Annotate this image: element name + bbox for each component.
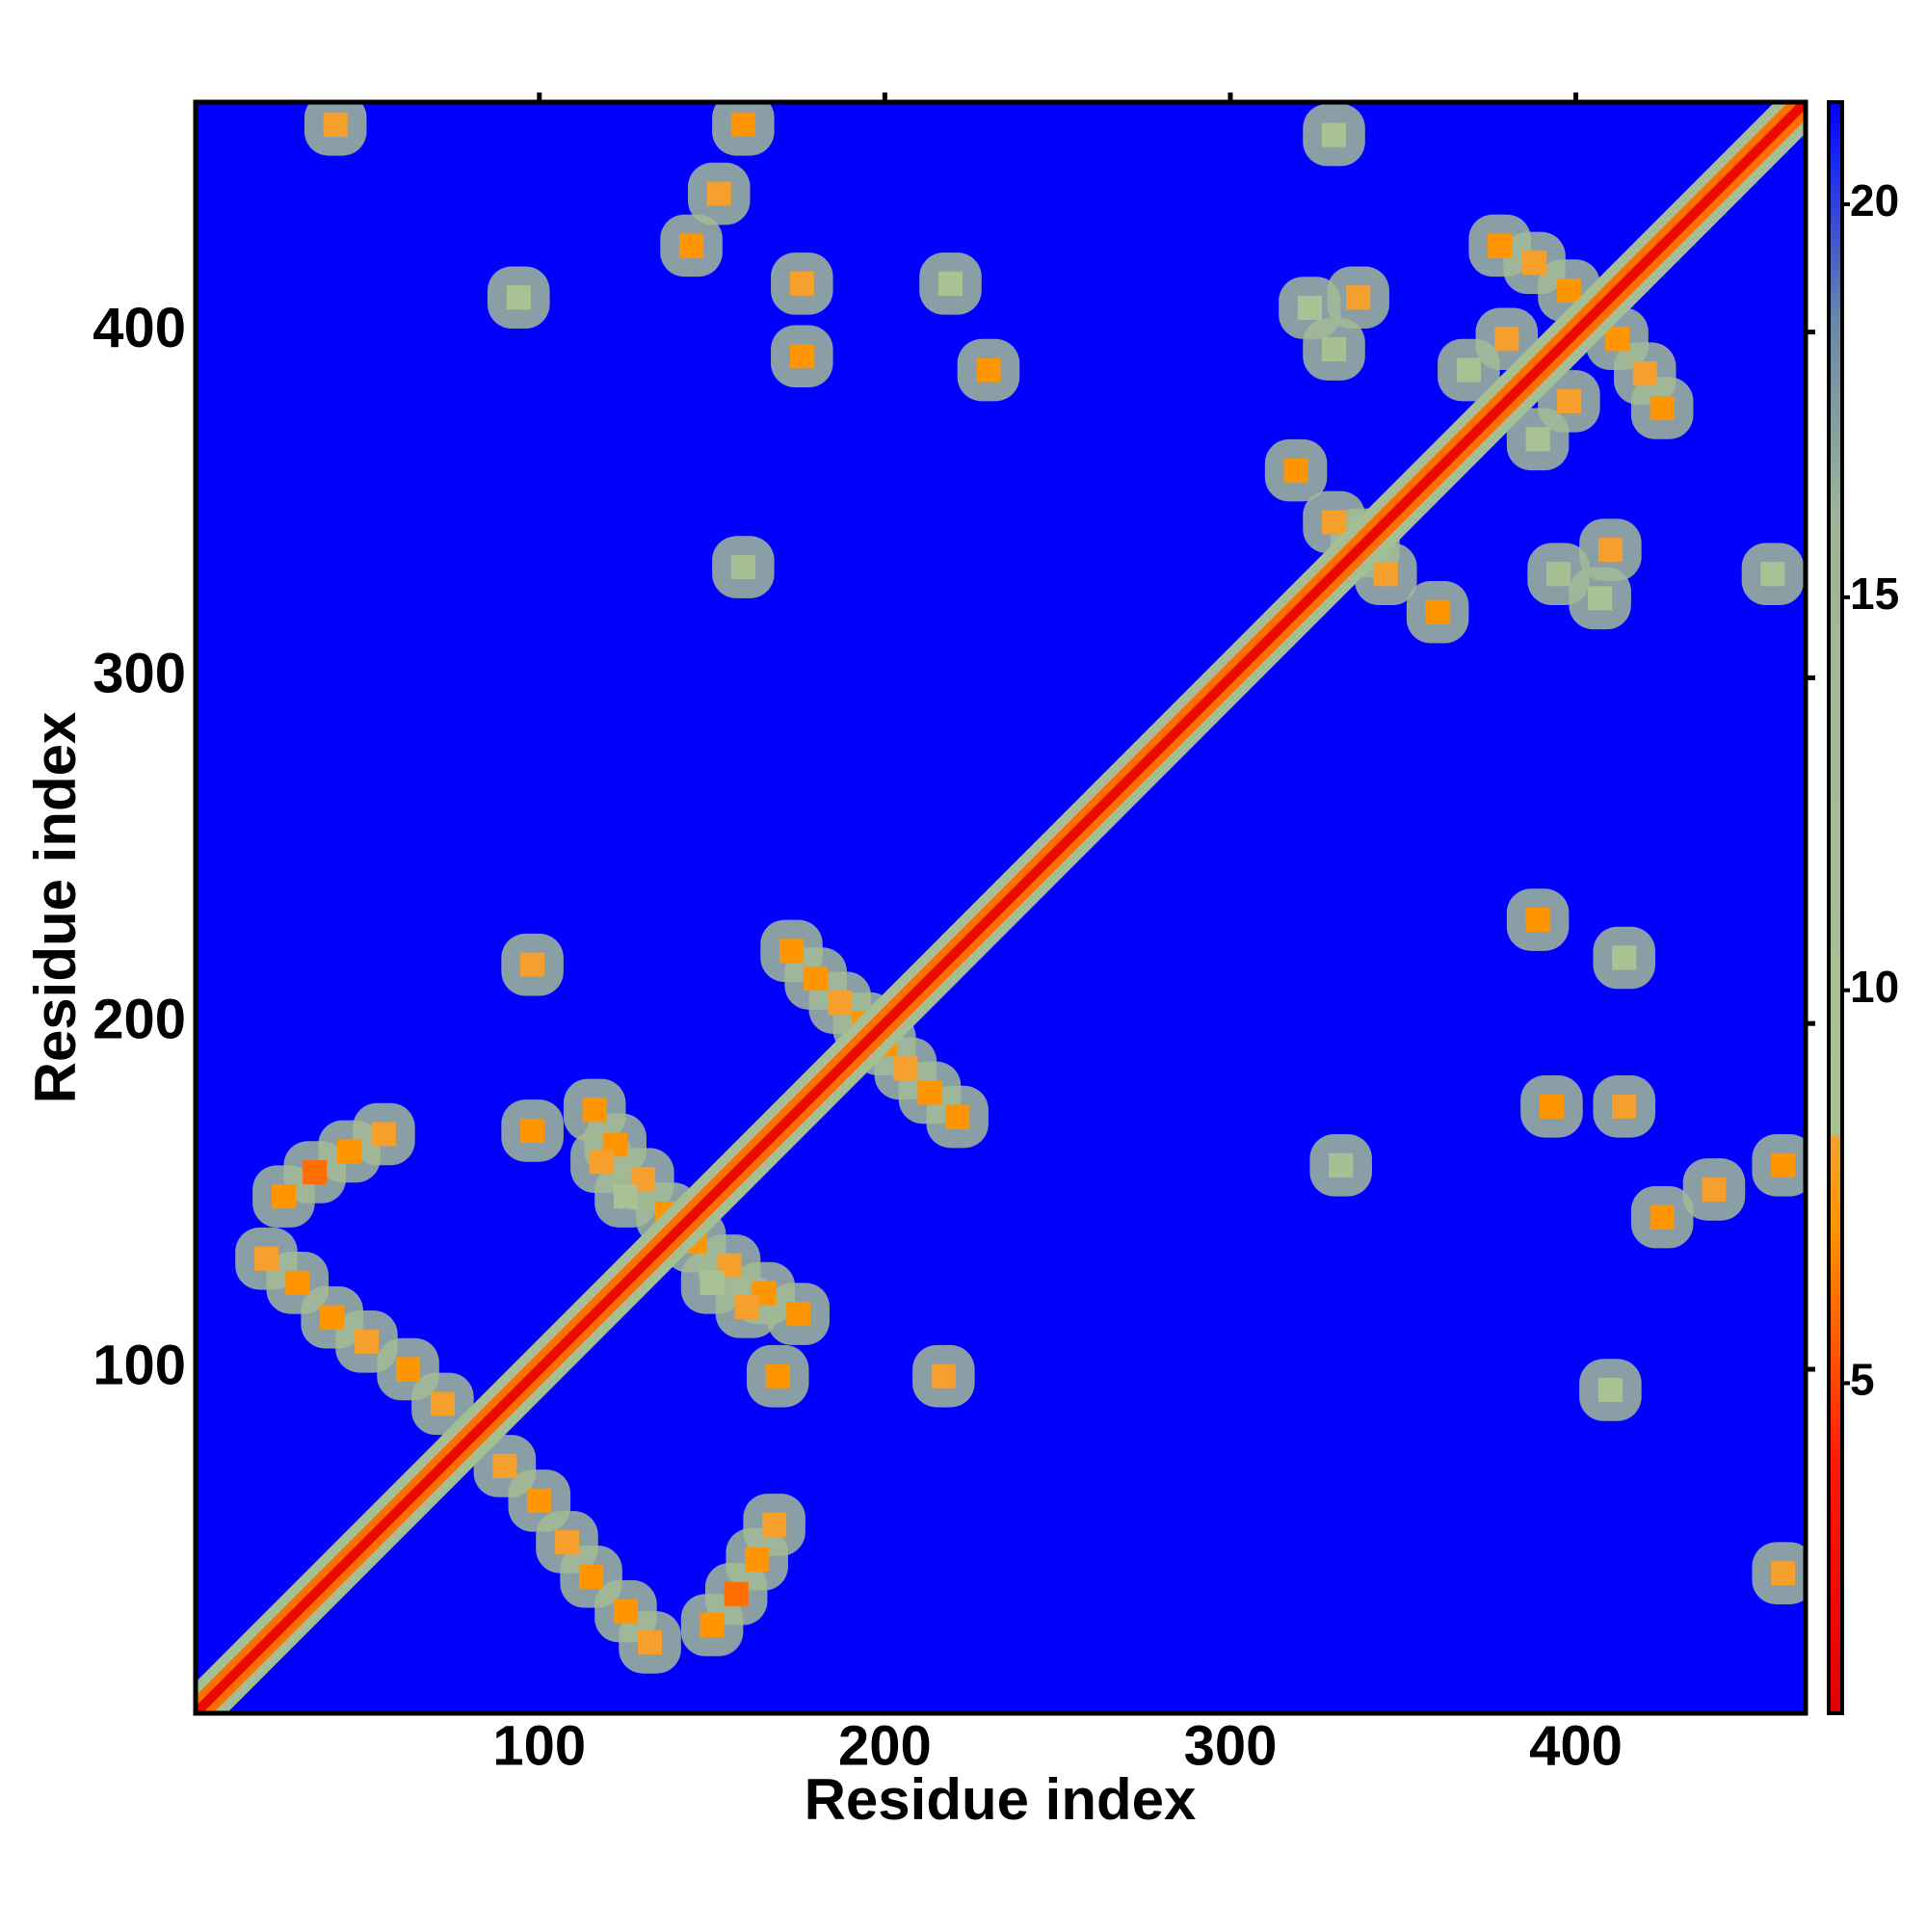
contact-cell (354, 1329, 380, 1354)
contact-cell (1425, 599, 1450, 624)
contact-cell (1539, 1094, 1564, 1119)
contact-cell (492, 1453, 517, 1479)
contact-cell (804, 966, 829, 992)
contact-cell (1650, 395, 1675, 421)
contact-cell (765, 1363, 790, 1389)
contact-cell (1494, 327, 1519, 352)
contact-cell (1650, 1204, 1675, 1230)
contact-cell (1771, 1561, 1796, 1586)
contact-cell (520, 952, 545, 977)
contact-cell (931, 1363, 956, 1389)
contact-cell (589, 1150, 614, 1175)
contact-cell (554, 1529, 580, 1554)
contact-cell (679, 233, 704, 258)
contact-cell (1546, 562, 1571, 587)
contact-cell (520, 1118, 545, 1143)
contact-cell (976, 357, 1001, 383)
diagonal-band (196, 102, 1806, 1713)
contact-cell (700, 1612, 725, 1638)
contact-cell (1612, 945, 1637, 970)
contact-cell (253, 1246, 279, 1271)
contact-cell (371, 1122, 396, 1147)
contact-cell (1597, 538, 1623, 563)
contact-cell (1525, 427, 1550, 452)
contact-cell (1329, 1152, 1354, 1178)
contact-cell (1297, 295, 1322, 321)
contact-cell (945, 1104, 970, 1129)
contact-cell (789, 344, 814, 369)
contact-cell (1456, 357, 1481, 383)
contact-cell (285, 1270, 310, 1295)
contact-cell (430, 1391, 455, 1416)
contact-cell (700, 1270, 725, 1295)
contact-cell (613, 1599, 638, 1624)
contact-cell (395, 1357, 421, 1382)
contact-cell (1283, 458, 1308, 483)
contact-cell (745, 1547, 770, 1572)
x-axis-title: Residue index (805, 1767, 1197, 1832)
heatmap (196, 102, 1806, 1713)
contact-cell (1521, 251, 1547, 276)
contact-cell (724, 1581, 749, 1606)
x-tick-label: 100 (492, 1714, 586, 1777)
y-tick-label: 200 (92, 989, 186, 1051)
contact-cell (762, 1512, 787, 1538)
colorbar-tick-label: 10 (1850, 962, 1899, 1012)
y-tick-label: 300 (92, 643, 186, 705)
contact-cell (1632, 361, 1657, 386)
colorbar-tick-label: 5 (1850, 1355, 1875, 1405)
contact-cell (1612, 1094, 1637, 1119)
contact-cell (1702, 1177, 1727, 1202)
contact-cell (1488, 233, 1513, 258)
y-tick-label: 400 (92, 297, 186, 359)
x-tick-label: 200 (838, 1714, 932, 1777)
contact-cell (786, 1302, 811, 1327)
x-tick-label: 400 (1529, 1714, 1623, 1777)
contact-cell (789, 271, 814, 296)
contact-cell (303, 1159, 328, 1185)
contact-cell (779, 939, 805, 964)
x-tick-label: 300 (1184, 1714, 1278, 1777)
contact-cell (337, 1139, 362, 1164)
contact-cell (637, 1629, 663, 1654)
contact-cell (1321, 510, 1347, 535)
contact-cell (323, 112, 348, 137)
contact-cell (613, 1184, 638, 1209)
contact-cell (828, 991, 853, 1016)
contact-cell (1346, 285, 1371, 310)
y-axis-title: Residue index (23, 712, 88, 1104)
contact-cell (1760, 562, 1785, 587)
colorbar (1827, 100, 1844, 1715)
contact-cell (1605, 327, 1630, 352)
contact-cell (527, 1488, 552, 1513)
contact-cell (579, 1564, 604, 1589)
contact-cell (1556, 388, 1581, 413)
colorbar-tick-label: 15 (1850, 569, 1899, 619)
contact-cell (320, 1305, 345, 1330)
contact-cell (1588, 586, 1613, 611)
contact-cell (506, 285, 531, 310)
colorbar-tick-label: 20 (1850, 175, 1899, 225)
contact-cell (582, 1098, 607, 1123)
y-tick-label: 100 (92, 1334, 186, 1396)
contact-cell (734, 1294, 759, 1319)
contact-cell (706, 181, 731, 206)
contact-cell (893, 1056, 918, 1081)
plot-frame (193, 99, 1808, 1716)
contact-cell (730, 112, 755, 137)
contact-cell (1771, 1152, 1796, 1178)
contact-cell (917, 1080, 942, 1105)
contact-cell (1597, 1377, 1623, 1403)
contact-cell (271, 1184, 296, 1209)
contact-cell (1373, 562, 1398, 587)
contact-cell (937, 271, 964, 296)
contact-cell (730, 555, 755, 580)
contact-cell (1556, 278, 1581, 304)
contact-cell (1321, 122, 1347, 147)
contact-cell (1321, 336, 1347, 362)
contact-cell (1525, 908, 1550, 933)
